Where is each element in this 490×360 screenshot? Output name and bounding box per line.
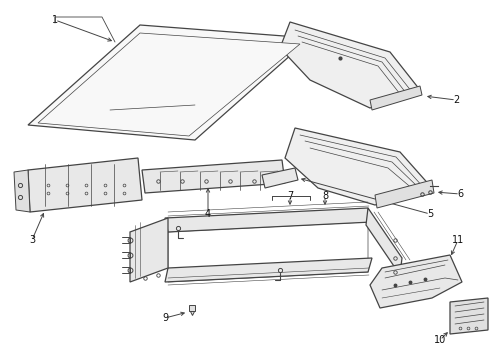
Polygon shape [165,258,372,282]
Text: 5: 5 [427,209,433,219]
Polygon shape [285,128,432,205]
Text: 11: 11 [452,235,464,245]
Polygon shape [370,255,462,308]
Text: 6: 6 [457,189,463,199]
Polygon shape [28,25,310,140]
Polygon shape [375,180,434,208]
Polygon shape [28,158,142,212]
Polygon shape [366,208,402,275]
Polygon shape [168,222,368,282]
Polygon shape [14,170,30,212]
Text: 7: 7 [287,191,293,201]
Text: 8: 8 [322,191,328,201]
Polygon shape [450,298,488,334]
Polygon shape [280,22,420,108]
Text: 9: 9 [162,313,168,323]
Polygon shape [165,208,372,232]
Text: 2: 2 [453,95,459,105]
Polygon shape [130,218,168,282]
Polygon shape [370,86,422,110]
Text: 3: 3 [29,235,35,245]
Text: 4: 4 [205,209,211,219]
Text: 10: 10 [434,335,446,345]
Polygon shape [142,160,285,193]
Polygon shape [38,33,300,136]
Text: 1: 1 [52,15,58,25]
Polygon shape [262,168,298,188]
